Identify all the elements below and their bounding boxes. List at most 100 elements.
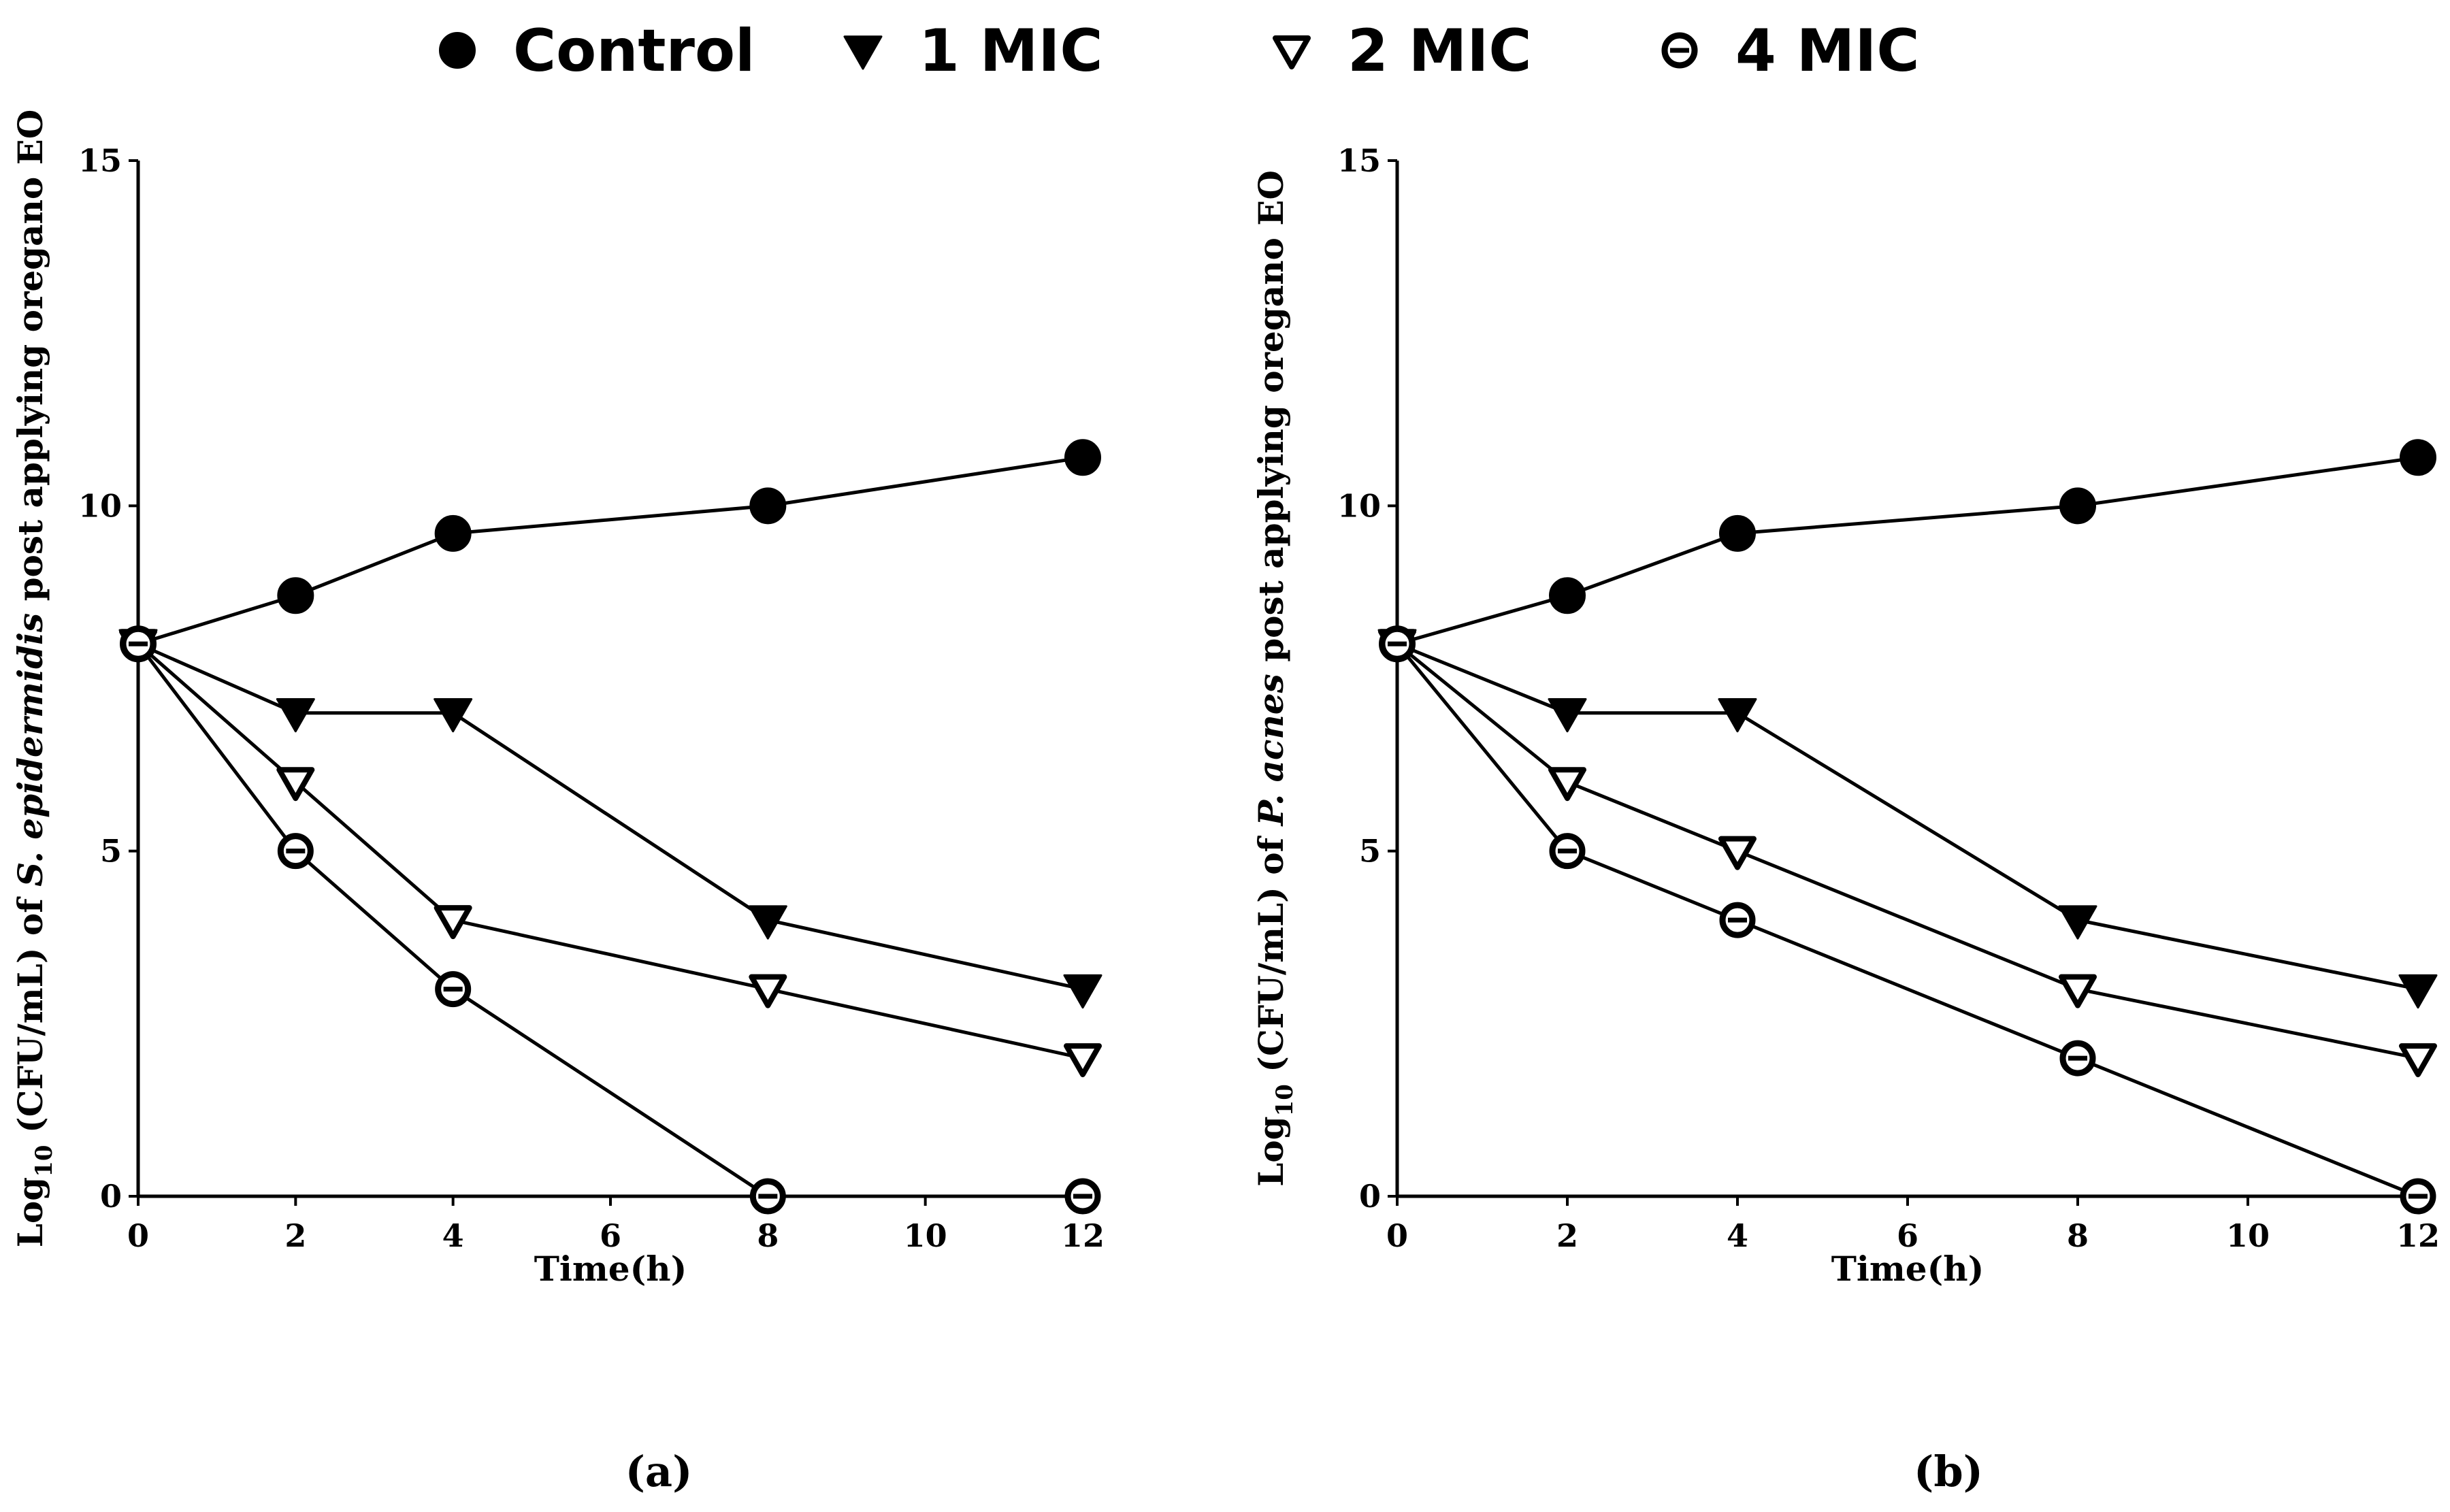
data-point-1-mic-shape [434,697,473,733]
data-point-1-mic-shape [748,905,787,940]
data-point-1-mic-shape [1063,974,1102,1009]
data-point-control-shape [2059,487,2096,525]
series-control-line [137,455,1083,646]
panel-label-a: (a) [625,1447,693,1496]
series-control-line [1396,455,2419,646]
data-point-2-mic [276,767,315,802]
x-tick-label: 0 [127,1217,149,1254]
data-point-1-mic [2058,905,2097,940]
legend-control-marker-shape [439,32,476,69]
data-point-control [1549,577,1586,614]
data-point-control [1064,439,1101,476]
legend-2-mic-marker [1273,35,1311,69]
data-point-4-mic [1379,625,1416,662]
data-point-2-mic [749,974,787,1008]
data-point-1-mic [1548,697,1587,733]
legend-label-1-mic: 1 MIC [919,17,1102,85]
y-tick-label: 10 [1337,487,1381,524]
legend-1-mic-marker [843,35,883,70]
y-tick-label: 0 [1359,1178,1381,1215]
y-axis-title-log: Log [10,1177,50,1247]
data-point-2-mic [434,905,472,940]
panel-label-b: (b) [1914,1447,1983,1496]
chart-panels: 0 2 4 6 8 10 12 0 5 10 15 Time(h) Log10 (CFU/mL) of … [10,110,2440,1496]
data-point-4-mic [277,833,314,870]
x-tick-label: 10 [904,1217,947,1254]
series-1-mic-line [1396,642,2419,991]
y-axis-title-units: (CFU/mL) of [1251,825,1291,1084]
legend-item-4-mic: 4 MIC [1661,17,1919,85]
legend-2-mic-marker-shape [1273,35,1311,69]
data-point-control-shape [1719,514,1756,552]
x-tick-label: 8 [2067,1217,2089,1254]
y-tick-label: 10 [78,487,122,524]
y-axis-title-organism: S. epidermidis [10,613,50,887]
x-tick-label: 0 [1386,1217,1408,1254]
data-point-control [434,514,472,552]
data-point-4-mic [120,625,157,662]
y-tick-label: 5 [1359,833,1381,870]
y-tick-label: 15 [78,142,122,179]
series-control [1379,439,2436,663]
legend-1-mic-marker-shape [843,35,883,70]
chart-panel-b: 0 2 4 6 8 10 12 0 5 10 15 Time(h) Log10 (CFU/mL) of … [1251,142,2440,1496]
data-point-control [277,577,314,614]
data-point-2-mic [2399,1043,2437,1078]
data-point-2-mic [1548,767,1586,802]
data-point-2-mic [1718,836,1757,870]
data-point-2-mic-shape [434,905,472,940]
y-axis-title-suffix: post applying oregano EO [1251,170,1291,674]
data-point-4-mic [749,1178,786,1215]
legend-label-2-mic: 2 MIC [1348,17,1531,85]
data-point-control-shape [2400,439,2436,476]
series-1-mic [118,629,1102,1009]
data-point-4-mic [435,971,472,1008]
data-point-control-shape [1549,577,1586,614]
data-point-2-mic-shape [276,767,315,802]
data-point-1-mic-shape [2058,905,2097,940]
y-axis-title: Log10 (CFU/mL) of P. acnes post applying… [1251,170,1298,1187]
data-point-2-mic [1064,1043,1102,1078]
data-point-4-mic [1064,1178,1101,1215]
data-point-2-mic-shape [2399,1043,2437,1078]
data-point-4-mic [2059,1040,2096,1077]
legend-4-mic-marker [1661,32,1698,69]
data-point-4-mic [1719,902,1756,938]
series-1-mic [1377,629,2438,1009]
x-tick-label: 12 [2396,1217,2440,1254]
y-axis-title-subscript: 10 [31,1145,58,1177]
legend: Control 1 MIC 2 MIC 4 MIC [439,17,1919,85]
x-tick-label: 2 [1556,1217,1578,1254]
y-axis-title-units: (CFU/mL) of [10,887,50,1145]
y-axis-title-subscript: 10 [1271,1084,1298,1116]
series-2-mic [119,629,1102,1078]
data-point-2-mic-shape [749,974,787,1008]
data-point-control [2059,487,2096,525]
data-point-control [749,487,787,525]
y-axis-title-organism: P. acnes [1251,674,1291,827]
series-2-mic [1378,629,2437,1078]
data-point-control-shape [434,514,472,552]
data-point-2-mic-shape [2059,974,2097,1008]
legend-item-control: Control [439,17,755,85]
chart-panel-a: 0 2 4 6 8 10 12 0 5 10 15 Time(h) Log10 (CFU/mL) of … [10,110,1105,1496]
series-4-mic [1379,625,2436,1215]
data-point-1-mic [2398,974,2438,1009]
data-point-2-mic-shape [1718,836,1757,870]
data-point-control-shape [1064,439,1101,476]
x-tick-label: 6 [600,1217,621,1254]
data-point-1-mic-shape [1548,697,1587,733]
data-point-4-mic [2400,1178,2436,1215]
x-tick-label: 8 [757,1217,779,1254]
data-point-1-mic [276,697,315,733]
x-tick-label: 6 [1897,1217,1918,1254]
x-tick-label: 2 [284,1217,306,1254]
legend-label-4-mic: 4 MIC [1735,17,1919,85]
x-tick-label: 4 [442,1217,464,1254]
x-axis-title: Time(h) [1831,1249,1984,1289]
data-point-1-mic [1063,974,1102,1009]
data-point-1-mic-shape [1718,697,1757,733]
data-point-control [1719,514,1756,552]
